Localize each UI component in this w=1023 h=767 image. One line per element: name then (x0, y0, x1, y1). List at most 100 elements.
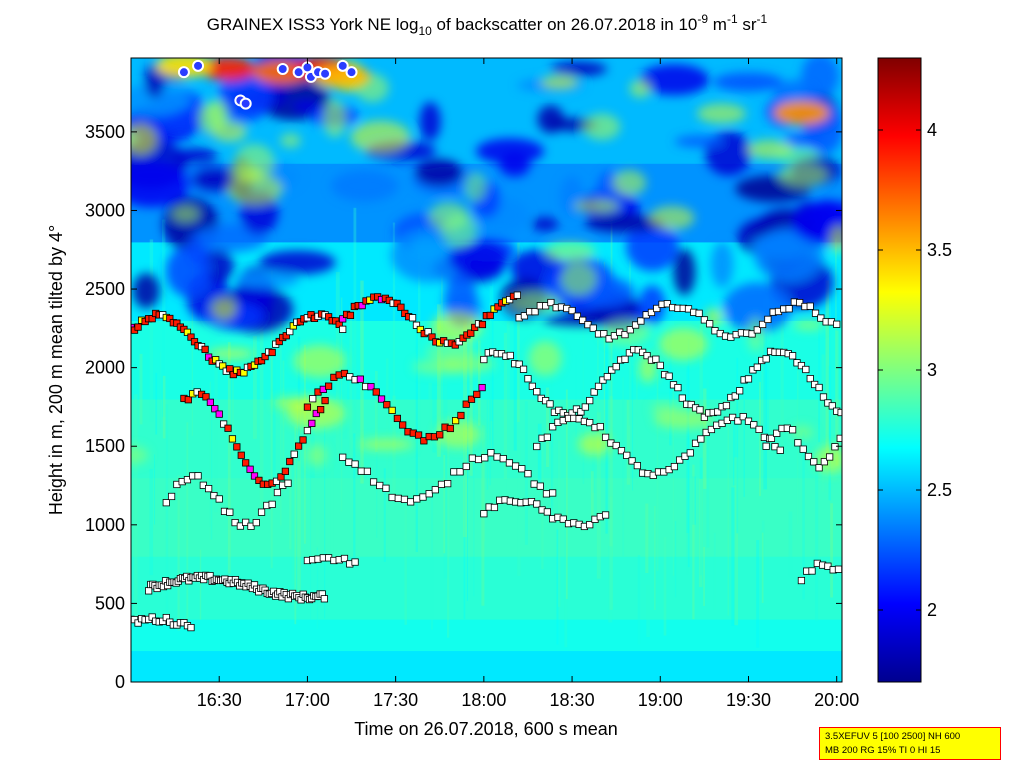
field-streak (477, 340, 481, 426)
low-backscatter-patch (713, 72, 784, 92)
cloud-top-marker (276, 63, 289, 76)
field-streak (353, 207, 357, 431)
field-streak (699, 324, 703, 458)
layer-marker (224, 424, 232, 432)
x-tick-label: 16:30 (197, 690, 242, 710)
layer-marker (581, 403, 589, 411)
field-streak (177, 475, 180, 631)
layer-marker (524, 470, 532, 478)
field-streak (828, 271, 832, 465)
field-streak (760, 531, 763, 587)
layer-marker (776, 446, 784, 454)
layer-marker (215, 410, 223, 418)
layer-marker (670, 462, 678, 471)
low-backscatter-patch (559, 176, 584, 217)
layer-marker (376, 481, 384, 490)
layer-marker (436, 431, 444, 439)
info-line-1: 3.5XEFUV 5 [100 2500] NH 600 (825, 731, 961, 742)
layer-marker (428, 333, 436, 341)
layer-marker (351, 460, 359, 468)
layer-marker (286, 457, 294, 466)
field-streak (330, 463, 334, 553)
layer-marker (356, 375, 364, 383)
field-streak (134, 394, 138, 627)
layer-marker (631, 321, 640, 329)
layer-marker (268, 348, 276, 357)
field-streak (159, 351, 161, 429)
layer-marker (594, 382, 603, 390)
colorbar-tick-label: 2.5 (927, 480, 952, 500)
layer-marker (201, 345, 209, 353)
layer-marker (797, 361, 806, 370)
layer-marker (452, 417, 460, 425)
low-backscatter-patch (476, 138, 545, 165)
x-tick-label: 18:30 (550, 690, 595, 710)
field-streak (796, 370, 799, 525)
layer-marker (444, 480, 452, 488)
layer-marker (802, 365, 810, 374)
field-streak (139, 353, 143, 425)
field-streak (513, 287, 517, 451)
field-streak (132, 398, 134, 539)
layer-marker (617, 447, 626, 455)
cloud-top-marker (292, 66, 305, 79)
field-streak (432, 383, 437, 453)
high-backscatter-patch (544, 241, 596, 263)
field-streak (825, 280, 829, 464)
field-streak (731, 487, 736, 626)
field-streak (252, 336, 257, 439)
y-tick-label: 0 (115, 672, 125, 692)
field-streak (821, 354, 825, 492)
layer-marker (637, 317, 645, 325)
layer-marker (528, 382, 536, 390)
heatmap-blobs (131, 58, 842, 474)
layer-marker (400, 495, 409, 503)
low-backscatter-patch (166, 245, 211, 297)
layer-marker (744, 375, 753, 383)
layer-marker (450, 468, 458, 476)
layer-marker (268, 500, 276, 508)
field-streak (315, 493, 320, 547)
layer-marker (446, 424, 454, 433)
field-streak (210, 354, 213, 540)
field-streak (713, 532, 716, 610)
cloud-top-marker (177, 66, 190, 79)
colorbar-gradient (877, 57, 922, 683)
layer-marker (413, 495, 421, 503)
field-band (131, 650, 842, 682)
field-streak (517, 440, 521, 577)
layer-marker (272, 477, 281, 485)
layer-marker (665, 372, 673, 380)
layer-marker (425, 490, 433, 498)
high-backscatter-patch (612, 169, 647, 196)
field-streak (686, 463, 689, 575)
processing-info-box: 3.5XEFUV 5 [100 2500] NH 600 MB 200 RG 1… (819, 727, 1001, 760)
field-streak (674, 521, 677, 598)
field-streak (626, 400, 631, 485)
high-backscatter-patch (540, 75, 578, 90)
layer-marker (542, 490, 551, 498)
layer-marker (397, 303, 405, 311)
high-backscatter-patch (560, 262, 597, 296)
layer-marker (145, 587, 153, 595)
layer-marker (744, 417, 753, 425)
field-streak (437, 304, 441, 457)
layer-marker (281, 467, 289, 475)
field-streak (835, 330, 839, 466)
layer-marker (621, 355, 629, 363)
layer-marker (686, 449, 694, 457)
field-streak (830, 503, 833, 598)
layer-marker (750, 421, 758, 429)
layer-marker (559, 515, 567, 523)
layer-marker (515, 360, 523, 368)
field-streak (797, 367, 800, 421)
layer-marker (284, 479, 292, 487)
field-streak (734, 457, 739, 626)
low-backscatter-patch (448, 240, 509, 277)
field-streak (482, 425, 486, 542)
layer-marker (513, 291, 521, 299)
field-streak (473, 403, 475, 597)
layer-marker (506, 351, 514, 360)
field-streak (537, 423, 542, 488)
layer-marker (533, 442, 541, 451)
